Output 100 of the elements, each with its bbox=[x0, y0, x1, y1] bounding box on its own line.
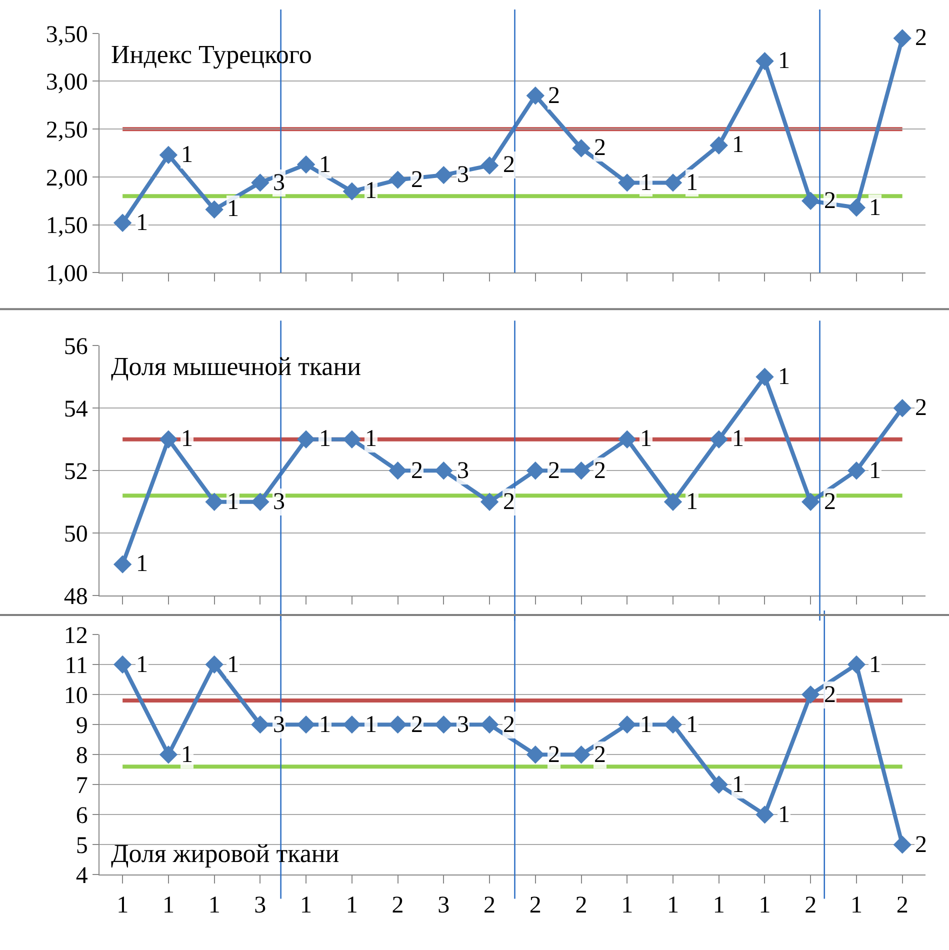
annotation: 1 bbox=[869, 652, 881, 678]
point bbox=[296, 715, 316, 734]
x-tick-label: 1 bbox=[666, 892, 679, 919]
x-tick-label: 1 bbox=[758, 892, 771, 919]
point bbox=[480, 156, 499, 175]
annotation: 1 bbox=[686, 170, 698, 196]
annotation: 1 bbox=[640, 426, 652, 452]
annotation: 2 bbox=[503, 489, 515, 515]
annotation: 2 bbox=[548, 458, 560, 484]
annotation: 1 bbox=[136, 210, 148, 236]
annotation: 2 bbox=[411, 458, 423, 484]
annotation: 2 bbox=[594, 135, 606, 161]
annotation: 2 bbox=[824, 188, 836, 214]
point bbox=[388, 170, 407, 189]
annotation: 3 bbox=[457, 162, 469, 188]
point bbox=[113, 555, 132, 574]
x-tick-label: 2 bbox=[484, 892, 496, 919]
point bbox=[802, 192, 820, 210]
point bbox=[434, 461, 453, 480]
annotation: 1 bbox=[227, 489, 239, 515]
annotation: 2 bbox=[503, 152, 515, 178]
annotation: 2 bbox=[915, 395, 927, 421]
point bbox=[159, 746, 178, 764]
annotation: 1 bbox=[778, 48, 790, 74]
y-tick-label: 11 bbox=[64, 652, 88, 679]
annotation: 1 bbox=[686, 489, 698, 515]
point bbox=[342, 182, 362, 200]
point bbox=[342, 715, 362, 734]
point bbox=[710, 136, 728, 154]
annotation: 1 bbox=[732, 426, 744, 452]
y-tick-label: 7 bbox=[76, 773, 88, 800]
annotation: 1 bbox=[778, 802, 790, 828]
point bbox=[251, 715, 270, 734]
y-tick-label: 56 bbox=[64, 334, 88, 360]
x-tick-label: 1 bbox=[162, 892, 174, 919]
point bbox=[802, 492, 820, 511]
annotation: 1 bbox=[227, 196, 239, 222]
x-tick-label: 3 bbox=[438, 892, 450, 919]
annotation: 1 bbox=[227, 652, 239, 678]
point bbox=[618, 430, 636, 448]
y-tick-label: 4 bbox=[76, 863, 88, 890]
point bbox=[296, 155, 316, 174]
point bbox=[342, 430, 362, 448]
point bbox=[847, 655, 866, 674]
point bbox=[893, 836, 912, 854]
annotation: 1 bbox=[732, 772, 744, 798]
point bbox=[480, 492, 499, 511]
annotation: 1 bbox=[869, 195, 881, 221]
annotation: 1 bbox=[365, 426, 377, 452]
point bbox=[526, 461, 544, 480]
annotation: 1 bbox=[319, 152, 331, 178]
y-tick-label: 10 bbox=[64, 682, 88, 709]
point bbox=[251, 174, 270, 192]
annotation: 1 bbox=[136, 551, 148, 577]
y-tick-label: 3,00 bbox=[46, 70, 88, 96]
point bbox=[847, 461, 866, 480]
x-tick-label: 1 bbox=[208, 892, 220, 919]
x-tick-label: 2 bbox=[529, 892, 542, 919]
annotation: 1 bbox=[181, 142, 193, 168]
annotation: 2 bbox=[548, 742, 560, 768]
y-tick-label: 52 bbox=[64, 458, 88, 485]
point bbox=[205, 200, 224, 219]
y-tick-label: 6 bbox=[76, 803, 88, 830]
point bbox=[710, 430, 728, 448]
x-tick-label: 1 bbox=[116, 892, 129, 919]
point bbox=[893, 399, 912, 418]
y-tick-label: 2,00 bbox=[46, 165, 88, 192]
point bbox=[802, 685, 820, 704]
x-tick-label: 1 bbox=[300, 892, 312, 919]
point bbox=[572, 461, 590, 480]
point bbox=[388, 461, 407, 480]
point bbox=[296, 430, 316, 448]
point bbox=[572, 139, 590, 158]
point bbox=[480, 715, 499, 734]
y-tick-label: 5 bbox=[76, 833, 88, 860]
annotation: 2 bbox=[824, 489, 836, 515]
point bbox=[434, 715, 453, 734]
point bbox=[434, 166, 453, 184]
point bbox=[205, 492, 224, 511]
annotation: 1 bbox=[640, 712, 652, 738]
point bbox=[756, 806, 774, 824]
x-tick-label: 2 bbox=[392, 892, 404, 919]
point bbox=[710, 776, 728, 794]
x-tick-label: 2 bbox=[804, 892, 817, 919]
y-tick-label: 54 bbox=[64, 396, 88, 423]
x-tick-label: 2 bbox=[575, 892, 588, 919]
annotation: 1 bbox=[732, 132, 744, 158]
annotation: 3 bbox=[457, 712, 469, 738]
annotation: 3 bbox=[273, 712, 285, 738]
x-tick-label: 1 bbox=[346, 892, 358, 919]
annotation: 2 bbox=[594, 458, 606, 484]
point bbox=[572, 746, 590, 764]
point bbox=[664, 174, 682, 192]
annotation: 1 bbox=[640, 170, 652, 196]
point bbox=[388, 715, 407, 734]
point bbox=[113, 655, 132, 674]
point bbox=[205, 655, 224, 674]
x-tick-label: 1 bbox=[621, 892, 634, 919]
annotation: 3 bbox=[273, 170, 285, 196]
point bbox=[526, 746, 544, 764]
